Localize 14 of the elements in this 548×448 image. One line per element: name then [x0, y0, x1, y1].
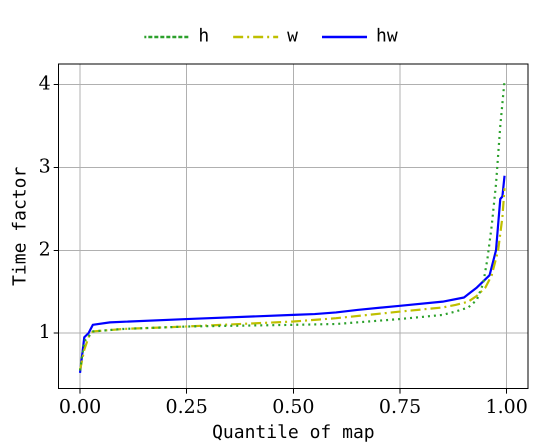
- y-tick-label: 3: [38, 155, 51, 178]
- legend-label: w: [287, 26, 298, 47]
- y-tick-label: 1: [38, 321, 51, 344]
- legend-label: hw: [376, 26, 398, 47]
- y-tick-label: 2: [38, 238, 51, 260]
- x-tick-label: 0.50: [272, 396, 314, 418]
- y-tick-label: 4: [38, 72, 51, 95]
- x-tick-label: 1.00: [486, 396, 528, 418]
- legend-label: h: [198, 26, 210, 47]
- x-tick-label: 0.00: [58, 396, 102, 418]
- x-tick-label: 0.25: [166, 396, 208, 418]
- x-tick-label: 0.75: [378, 396, 422, 418]
- y-axis-title: Time factor: [9, 166, 30, 286]
- x-axis-title: Quantile of map: [212, 422, 375, 443]
